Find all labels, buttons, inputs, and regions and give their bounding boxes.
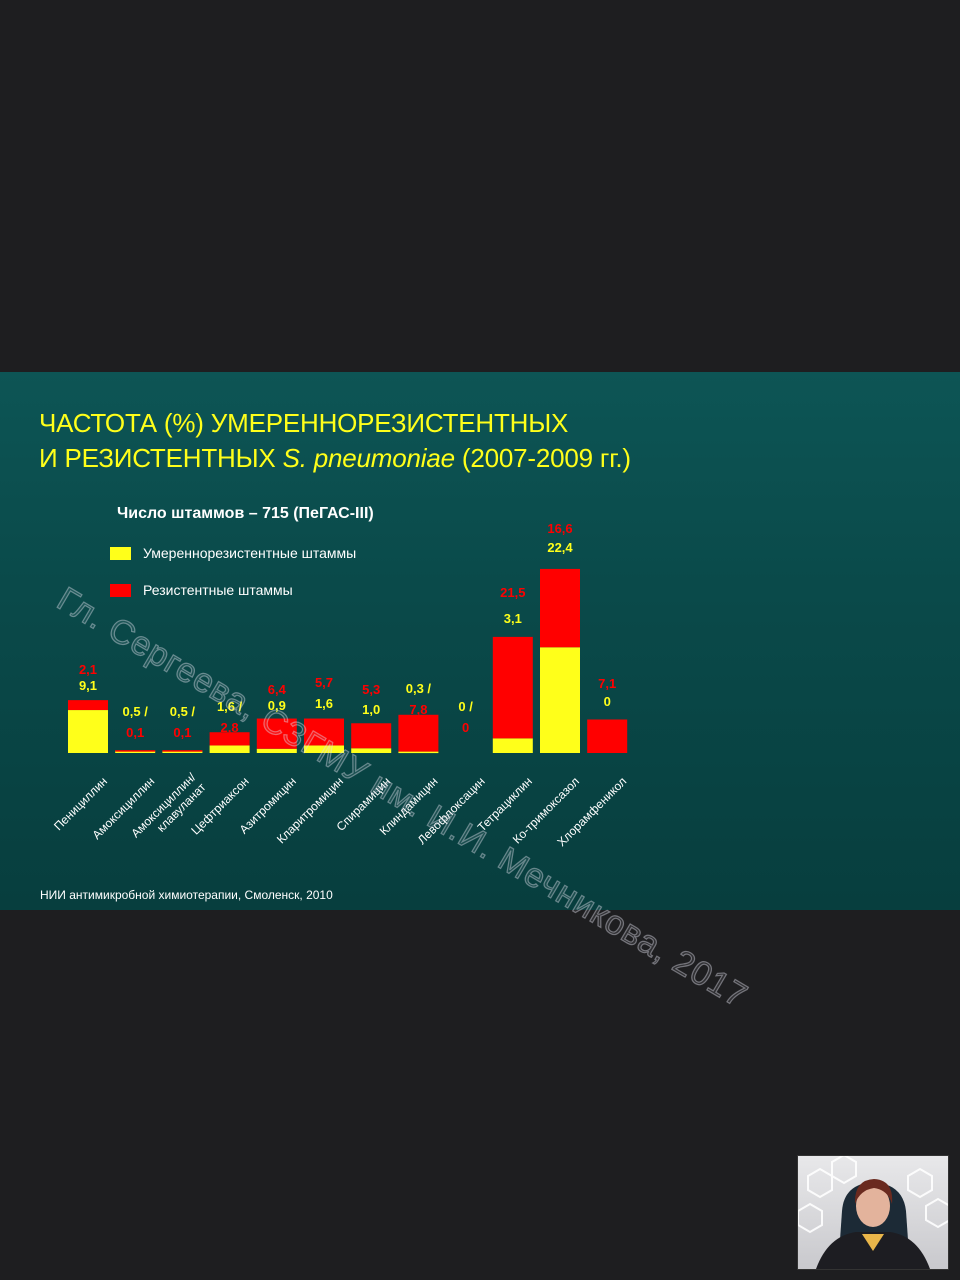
bar-segment-intermediate	[209, 745, 250, 753]
title-species: S. pneumoniae	[282, 443, 456, 473]
bar-segment-resistant	[162, 750, 203, 752]
data-label-top: 6,4	[268, 682, 287, 697]
bar-segment-resistant	[398, 714, 439, 752]
bar-segment-resistant	[209, 732, 250, 746]
legend-swatch-red	[110, 583, 131, 597]
chart-subtitle: Число штаммов – 715 (ПеГАС-III)	[117, 505, 374, 522]
bar-segment-intermediate	[68, 710, 108, 753]
data-label-top: 0,3 /	[406, 681, 432, 696]
bar-segment-intermediate	[398, 751, 439, 754]
bar-segment-intermediate	[492, 738, 533, 753]
bar-segment-resistant	[351, 723, 392, 749]
slide-title: ЧАСТОТА (%) УМЕРЕННОРЕЗИСТЕНТНЫХ И РЕЗИС…	[39, 406, 631, 476]
bar-segment-intermediate	[304, 745, 344, 753]
data-label-bottom: 0	[604, 694, 611, 709]
data-label-top: 7,1	[598, 676, 616, 691]
title-line-2-suffix: (2007-2009 гг.)	[454, 443, 631, 473]
data-label-top: 21,5	[500, 585, 525, 600]
legend-label: Умереннорезистентные штаммы	[143, 545, 357, 561]
bar-segment-resistant	[68, 700, 108, 711]
data-label-top: 16,6	[547, 521, 572, 536]
footnote: НИИ антимикробной химиотерапии, Смоленск…	[40, 888, 333, 902]
data-label-top: 1,6 /	[217, 699, 243, 714]
data-label-top: 2,1	[79, 662, 97, 677]
data-label-bottom: 2,8	[221, 720, 239, 735]
data-label-bottom: 7,8	[409, 702, 427, 717]
bar-segment-intermediate	[540, 647, 580, 753]
data-label-bottom: 0,1	[126, 725, 144, 740]
presenter-video-thumbnail[interactable]	[797, 1155, 949, 1270]
legend-swatch-yellow	[110, 546, 131, 560]
bar-segment-resistant	[115, 750, 156, 752]
bar-segment-intermediate	[256, 748, 297, 753]
data-label-top: 5,7	[315, 675, 333, 690]
data-label-bottom: 0	[462, 720, 469, 735]
data-label-bottom: 22,4	[547, 540, 573, 555]
data-label-bottom: 0,9	[268, 698, 286, 713]
bar-segment-resistant	[256, 718, 297, 749]
bar-segment-intermediate	[351, 748, 392, 753]
legend-label: Резистентные штаммы	[143, 582, 293, 598]
bar-segment-resistant	[492, 636, 533, 739]
bar-segment-resistant	[587, 719, 628, 753]
bar-segment-intermediate	[162, 750, 203, 753]
presentation-slide: ЧАСТОТА (%) УМЕРЕННОРЕЗИСТЕНТНЫХ И РЕЗИС…	[0, 372, 960, 910]
legend-item-intermediate: Умереннорезистентные штаммы	[110, 545, 356, 561]
bar-segment-resistant	[540, 568, 580, 648]
data-label-bottom: 1,6	[315, 696, 333, 711]
legend-item-resistant: Резистентные штаммы	[110, 582, 293, 598]
data-label-bottom: 0,1	[173, 725, 191, 740]
data-label-top: 0,5 /	[170, 704, 196, 719]
data-label-bottom: 9,1	[79, 678, 97, 693]
title-line-2-prefix: И РЕЗИСТЕНТНЫХ	[39, 443, 283, 473]
bar-segment-resistant	[304, 718, 344, 746]
presenter-image	[798, 1156, 948, 1269]
data-label-top: 5,3	[362, 682, 380, 697]
bar-segment-intermediate	[115, 750, 156, 753]
data-label-top: 0,5 /	[123, 704, 149, 719]
data-label-top: 0 /	[458, 699, 473, 714]
title-line-1: ЧАСТОТА (%) УМЕРЕННОРЕЗИСТЕНТНЫХ	[39, 408, 569, 438]
data-label-bottom: 3,1	[504, 611, 522, 626]
data-label-bottom: 1,0	[362, 702, 380, 717]
